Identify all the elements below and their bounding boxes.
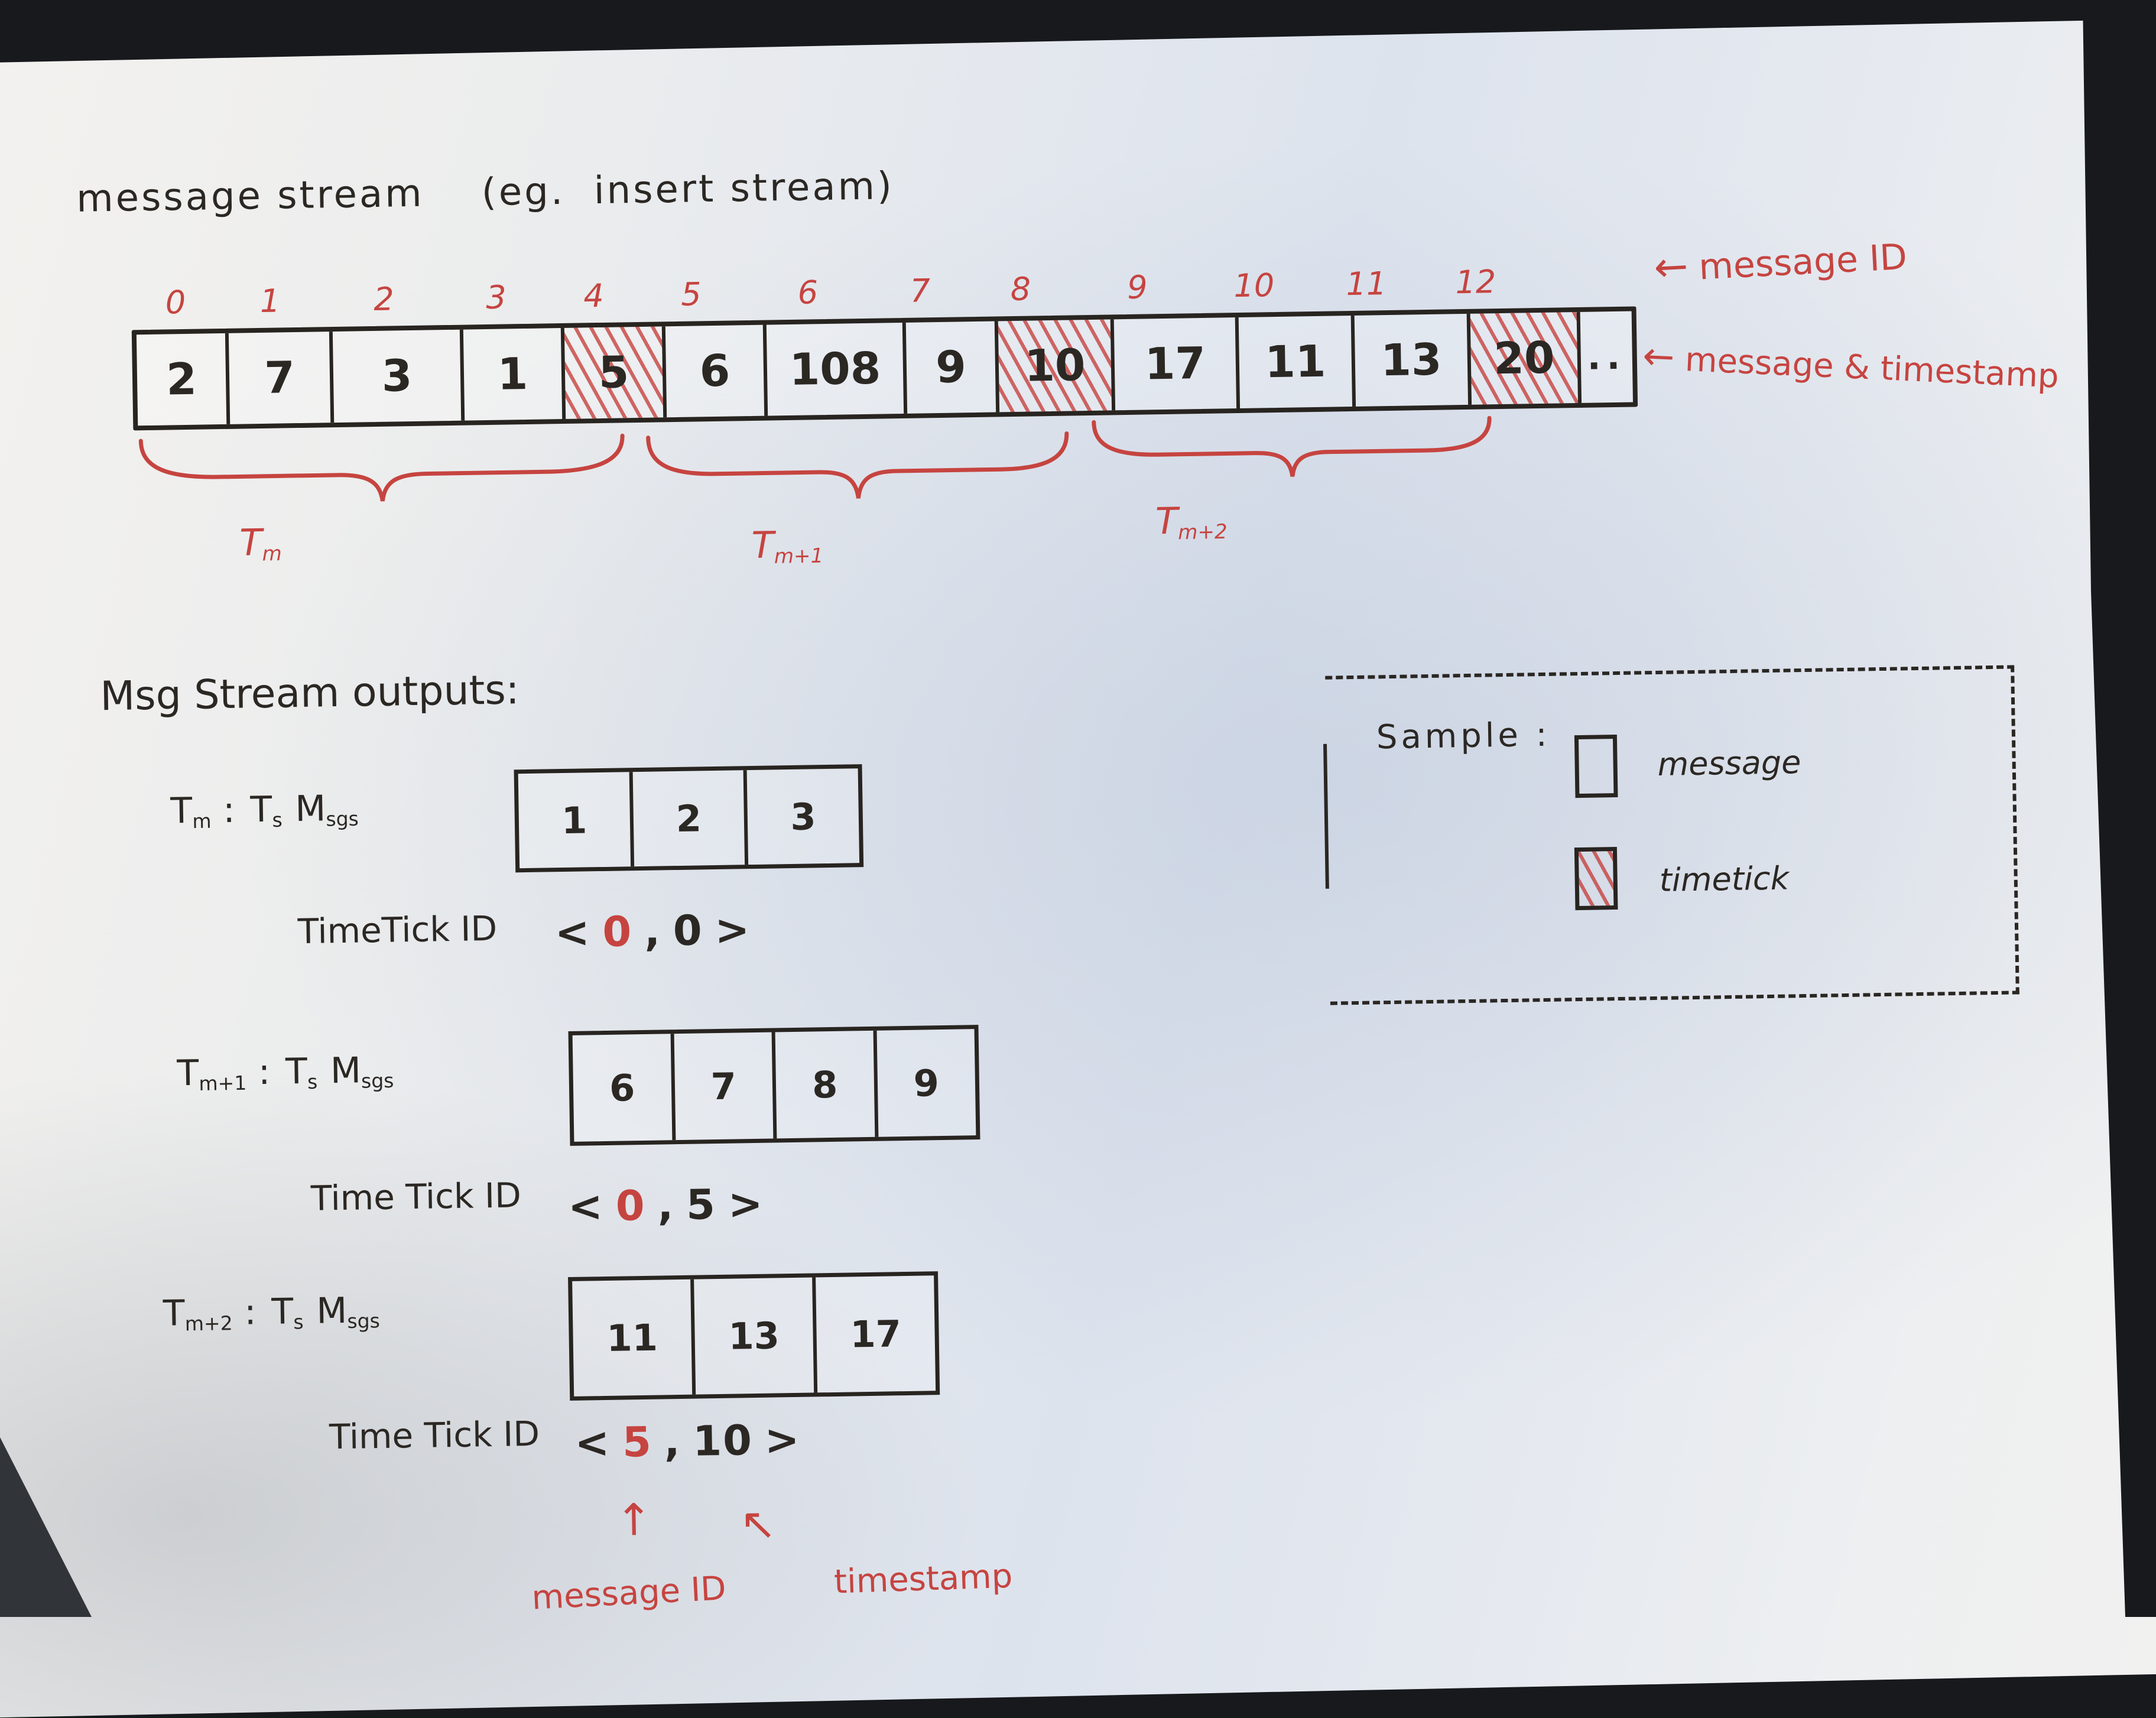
output-row-label-tm: Tm: Ts Msgs	[170, 788, 359, 833]
timetick-label-tm: TimeTick ID	[297, 908, 498, 952]
stream-cell-message: 11	[1238, 315, 1356, 408]
legend-timetick-box-icon	[1574, 847, 1618, 911]
index-label: 12	[1454, 263, 1496, 301]
output-row-label-tm1: Tm+1: Ts Msgs	[176, 1050, 394, 1096]
msg-cell: 13	[694, 1277, 818, 1395]
stream-cell-message: 6	[665, 324, 768, 418]
index-label: 3	[485, 278, 507, 316]
stream-cell-timetick: 20	[1470, 311, 1582, 405]
index-label: 7	[910, 272, 931, 310]
output-row-label-tm2: Tm+2: Ts Msgs	[163, 1290, 381, 1336]
left-arrow-icon: ←	[1652, 242, 1690, 292]
stream-cell-timetick: 5	[564, 326, 667, 419]
up-arrow-icon: ↑	[615, 1494, 653, 1546]
msg-cell: 9	[913, 1061, 940, 1105]
window-label-tm2: Tm+2	[1155, 499, 1228, 545]
index-label: 6	[797, 274, 819, 311]
brace-tm-icon	[134, 431, 631, 508]
left-arrow-icon: ←	[1641, 333, 1676, 380]
up-left-arrow-icon: ↖	[739, 1498, 777, 1550]
sketch-content: message stream (eg. insert stream) 0 1 2…	[76, 164, 2060, 1618]
window-label-tm: Tm	[239, 520, 283, 566]
msg-cell: 17	[849, 1312, 902, 1356]
legend-message-label: message	[1657, 743, 1801, 783]
legend-box	[1325, 665, 2019, 1005]
stream-cell-message: 17	[1113, 317, 1241, 411]
annotation-tuple-timestamp: timestamp	[833, 1557, 1014, 1602]
window-label-tm1: Tm+1	[751, 523, 824, 569]
index-label: 4	[583, 277, 605, 315]
outputs-heading: Msg Stream outputs:	[99, 667, 520, 720]
stream-cell-message: 13	[1354, 313, 1472, 407]
stream-cell-message: 1	[463, 327, 566, 421]
stream-cell-ellipsis: ..	[1586, 336, 1626, 378]
ts-msgs-box-tm2: 11 13 17	[568, 1271, 940, 1401]
index-label: 8	[1010, 270, 1031, 308]
index-label: 5	[680, 275, 702, 313]
brace-tm1-icon	[642, 428, 1074, 505]
ts-msgs-box-tm: 1 2 3	[514, 764, 864, 873]
index-label: 11	[1345, 265, 1387, 303]
index-label: 2	[373, 280, 395, 318]
index-label: 9	[1126, 268, 1148, 306]
index-label: 1	[259, 282, 281, 320]
brace-tm2-icon	[1087, 414, 1496, 483]
stream-cell-message: 108	[766, 322, 908, 416]
timetick-label-tm1: Time Tick ID	[310, 1175, 522, 1219]
timetick-label-tm2: Time Tick ID	[329, 1413, 540, 1457]
index-label: 10	[1233, 267, 1275, 305]
stream-cell-message: 7	[228, 332, 335, 424]
stream-cell-message: 3	[332, 329, 465, 423]
msg-cell: 3	[790, 794, 817, 839]
annotation-message-id: ← message ID	[1652, 236, 1908, 292]
page-title: message stream (eg. insert stream)	[76, 164, 895, 221]
ts-msgs-box-tm1: 6 7 8 9	[568, 1025, 980, 1146]
stream-cell-message: 2	[136, 333, 230, 426]
msg-cell: 7	[674, 1032, 777, 1141]
index-label: 0	[165, 283, 186, 321]
legend-timetick-label: timetick	[1659, 859, 1790, 899]
msg-cell: 8	[775, 1030, 878, 1139]
msg-cell: 6	[572, 1034, 676, 1142]
msg-cell: 2	[632, 770, 749, 867]
message-stream-array: 2 7 3 1 5 6 108 9 10 17 11 13 20 ..	[131, 306, 1638, 431]
annotation-message-timestamp: ← message & timestamp	[1641, 333, 2060, 396]
msg-cell: 1	[518, 772, 634, 869]
timetick-tuple-tm1: <0, 5 >	[567, 1179, 765, 1231]
legend-title: Sample :	[1376, 715, 1551, 757]
timetick-tuple-tm: <0, 0 >	[554, 905, 751, 957]
stream-cell-timetick: 10	[998, 319, 1116, 413]
stream-cell-message: 9	[905, 321, 1000, 414]
timetick-tuple-tm2: <5, 10 >	[574, 1415, 801, 1467]
legend-message-box-icon	[1574, 735, 1618, 798]
msg-cell: 11	[572, 1279, 696, 1397]
index-spacer	[1528, 248, 1626, 304]
